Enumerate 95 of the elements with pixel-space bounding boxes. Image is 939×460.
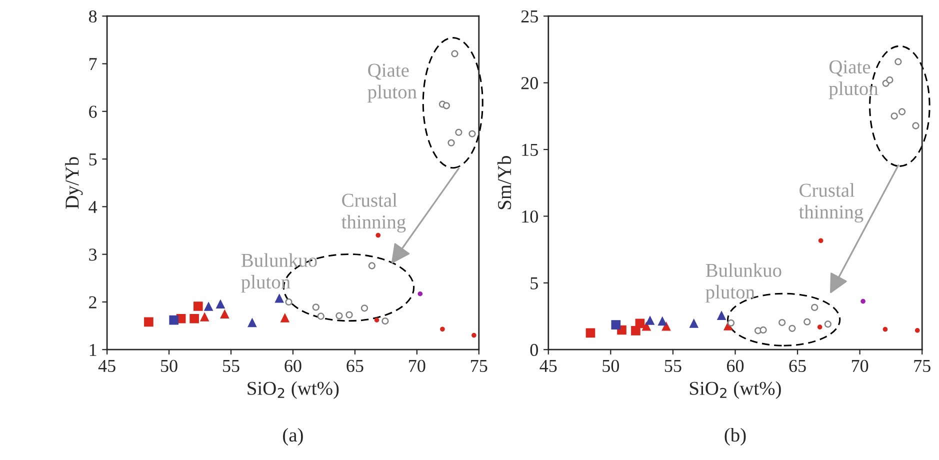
point xyxy=(778,318,786,326)
point xyxy=(804,318,811,326)
point xyxy=(376,232,381,238)
point xyxy=(818,238,824,244)
x-axis-title: SiO$_{2}$ (wt%) xyxy=(248,381,339,399)
point xyxy=(144,317,154,327)
point xyxy=(346,311,353,318)
x-tick-label: 65 xyxy=(789,360,806,372)
point xyxy=(882,326,888,332)
point xyxy=(642,321,652,331)
point xyxy=(368,262,376,270)
point xyxy=(645,316,655,325)
point xyxy=(468,130,476,138)
y-tick-label: 7 xyxy=(89,58,97,70)
point xyxy=(448,139,455,146)
annotation: Qiate pluton xyxy=(368,64,417,102)
x-tick-label: 45 xyxy=(98,360,116,372)
point xyxy=(169,315,179,325)
x-tick-label: 75 xyxy=(914,360,930,372)
annotation: Bulunkuo pluton xyxy=(241,253,317,293)
x-tick-label: 50 xyxy=(161,360,178,372)
point xyxy=(248,318,257,328)
y-tick-label: 3 xyxy=(89,248,97,261)
point xyxy=(890,112,898,120)
y-tick-label: 8 xyxy=(88,10,97,23)
point xyxy=(204,302,214,311)
point xyxy=(635,318,645,328)
x-axis-title: SiO$_{2}$ (wt%) xyxy=(690,381,781,399)
point xyxy=(274,293,284,303)
point xyxy=(374,318,380,322)
point xyxy=(894,58,902,66)
point xyxy=(280,313,290,322)
annotation: Crustal thinning xyxy=(798,183,864,223)
point xyxy=(442,102,450,110)
point xyxy=(220,309,230,319)
x-tick-label: 60 xyxy=(284,360,302,372)
point xyxy=(824,320,832,328)
x-tick-label: 55 xyxy=(223,360,240,372)
point xyxy=(190,314,199,324)
point xyxy=(216,299,226,309)
point xyxy=(285,298,292,306)
x-tick-label: 70 xyxy=(409,360,426,372)
y-tick-label: 0 xyxy=(530,344,538,356)
text: (b) xyxy=(724,428,746,446)
point xyxy=(200,312,210,322)
x-tick-label: 65 xyxy=(346,360,364,372)
point xyxy=(382,317,389,325)
point xyxy=(658,316,668,326)
point xyxy=(360,304,368,312)
point xyxy=(455,128,462,136)
point xyxy=(440,326,445,332)
annotation: Qiate pluton xyxy=(828,60,878,100)
y-tick-label: 1 xyxy=(90,344,96,356)
y-tick-label: 6 xyxy=(89,106,97,118)
y-tick-label: 5 xyxy=(89,153,97,166)
point xyxy=(788,324,796,332)
y-axis-title: Dy/Yb xyxy=(65,157,83,209)
point xyxy=(727,319,735,326)
y-tick-label: 2 xyxy=(89,296,96,308)
point xyxy=(689,318,699,328)
x-tick-label: 55 xyxy=(664,360,682,372)
y-axis-title: Sm/Yb xyxy=(497,156,512,210)
point xyxy=(860,298,866,304)
y-tick-label: 20 xyxy=(521,77,538,90)
x-tick-label: 70 xyxy=(852,360,868,372)
point xyxy=(817,324,822,330)
point xyxy=(451,50,458,58)
point xyxy=(611,320,621,330)
point xyxy=(418,291,423,296)
annotation: Bulunkuo pluton xyxy=(706,263,782,303)
annotation: Crustal thinning xyxy=(342,193,406,233)
x-tick-label: 50 xyxy=(602,360,619,372)
x-tick-label: 45 xyxy=(540,360,557,372)
point xyxy=(914,328,920,333)
y-tick-label: 5 xyxy=(530,277,538,290)
point xyxy=(472,332,476,338)
y-tick-label: 4 xyxy=(88,201,98,213)
x-tick-label: 75 xyxy=(471,360,488,372)
point xyxy=(336,312,343,320)
point xyxy=(317,312,324,320)
point xyxy=(193,302,203,311)
text: (a) xyxy=(283,428,303,446)
y-tick-label: 15 xyxy=(522,144,538,156)
point xyxy=(886,76,894,84)
point xyxy=(898,108,906,116)
point xyxy=(912,122,920,130)
point xyxy=(760,326,767,334)
x-tick-label: 60 xyxy=(726,360,744,372)
point xyxy=(716,310,726,320)
y-tick-label: 10 xyxy=(522,210,538,223)
point xyxy=(586,328,596,338)
point xyxy=(312,304,320,311)
y-tick-label: 25 xyxy=(521,10,538,23)
point xyxy=(811,304,818,312)
point xyxy=(662,321,671,331)
